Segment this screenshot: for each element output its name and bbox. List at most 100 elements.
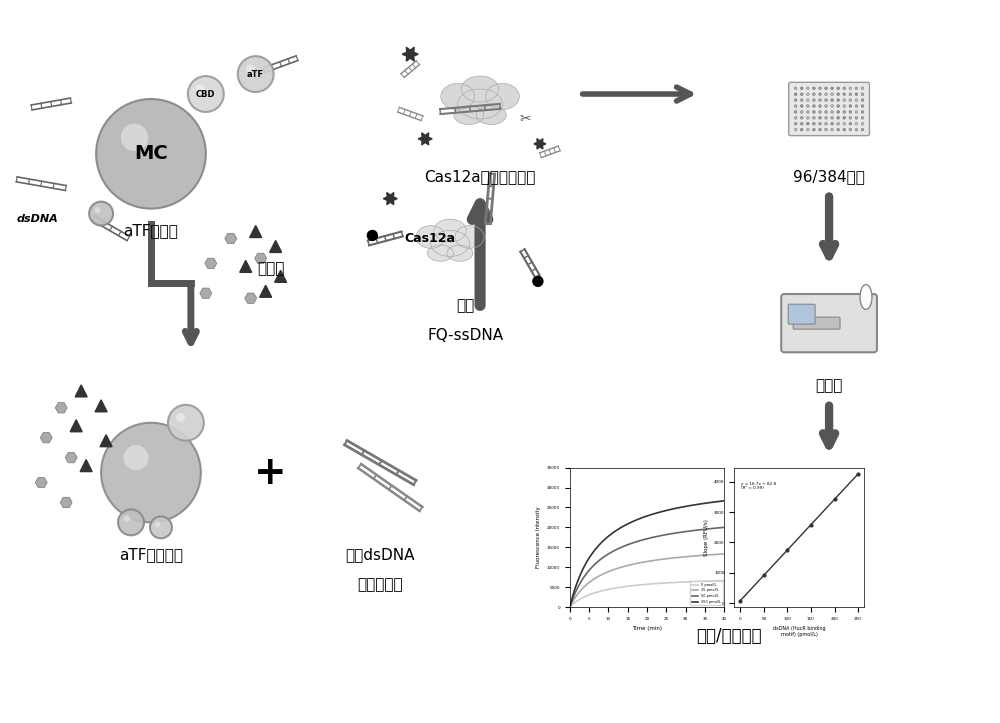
Text: 96/384孔板: 96/384孔板 <box>793 168 865 184</box>
Circle shape <box>806 93 809 95</box>
Circle shape <box>855 116 858 119</box>
Circle shape <box>861 122 864 125</box>
Polygon shape <box>205 258 217 268</box>
Polygon shape <box>534 139 546 149</box>
Circle shape <box>794 87 797 90</box>
Circle shape <box>800 87 803 90</box>
Ellipse shape <box>486 83 519 110</box>
Circle shape <box>101 423 201 523</box>
Circle shape <box>806 116 809 119</box>
Circle shape <box>855 122 858 125</box>
Text: +: + <box>254 453 287 492</box>
Text: aTF变构效应: aTF变构效应 <box>119 547 183 562</box>
Circle shape <box>837 116 840 119</box>
Circle shape <box>813 87 815 90</box>
Circle shape <box>831 111 833 114</box>
Circle shape <box>837 128 840 131</box>
Circle shape <box>367 231 377 241</box>
Circle shape <box>806 111 809 114</box>
Circle shape <box>837 122 840 125</box>
Polygon shape <box>225 234 237 244</box>
Circle shape <box>855 111 858 114</box>
Polygon shape <box>250 226 262 237</box>
Circle shape <box>837 93 840 95</box>
Polygon shape <box>260 286 272 297</box>
Circle shape <box>813 122 815 125</box>
Circle shape <box>155 521 160 527</box>
Text: 定性/定量分析: 定性/定量分析 <box>697 627 762 645</box>
Circle shape <box>849 128 852 131</box>
Polygon shape <box>65 453 77 463</box>
FancyBboxPatch shape <box>788 304 815 324</box>
Circle shape <box>819 87 821 90</box>
Circle shape <box>794 99 797 101</box>
Text: 探针: 探针 <box>456 299 474 313</box>
Text: 小分子: 小分子 <box>257 261 284 276</box>
Circle shape <box>118 510 144 535</box>
Circle shape <box>831 128 833 131</box>
Polygon shape <box>240 260 252 273</box>
Circle shape <box>800 93 803 95</box>
Circle shape <box>813 116 815 119</box>
Circle shape <box>837 105 840 108</box>
Circle shape <box>188 76 224 112</box>
Ellipse shape <box>458 89 502 119</box>
Polygon shape <box>95 400 107 412</box>
Polygon shape <box>55 403 67 413</box>
Polygon shape <box>75 385 87 397</box>
Circle shape <box>837 99 840 101</box>
Circle shape <box>238 56 274 92</box>
Circle shape <box>825 87 827 90</box>
Polygon shape <box>270 241 282 252</box>
Circle shape <box>849 99 852 101</box>
Ellipse shape <box>431 231 470 257</box>
Ellipse shape <box>454 106 484 124</box>
Circle shape <box>861 116 864 119</box>
Circle shape <box>196 84 205 93</box>
Circle shape <box>794 116 797 119</box>
Circle shape <box>806 105 809 108</box>
Text: aTF: aTF <box>247 69 264 79</box>
Circle shape <box>121 124 148 151</box>
Polygon shape <box>275 270 287 282</box>
Circle shape <box>806 99 809 101</box>
Polygon shape <box>60 497 72 508</box>
Circle shape <box>831 99 833 101</box>
Text: MC: MC <box>134 145 168 163</box>
Circle shape <box>849 122 852 125</box>
Circle shape <box>819 122 821 125</box>
Circle shape <box>831 116 833 119</box>
Polygon shape <box>255 253 267 264</box>
Circle shape <box>849 93 852 95</box>
Circle shape <box>843 105 846 108</box>
Ellipse shape <box>427 245 453 261</box>
Polygon shape <box>80 460 92 471</box>
Circle shape <box>168 405 204 441</box>
Circle shape <box>861 99 864 101</box>
Circle shape <box>843 93 846 95</box>
FancyBboxPatch shape <box>781 294 877 352</box>
Circle shape <box>806 87 809 90</box>
Ellipse shape <box>461 76 499 102</box>
Circle shape <box>794 122 797 125</box>
Circle shape <box>819 93 821 95</box>
Circle shape <box>533 276 543 286</box>
Ellipse shape <box>434 219 466 241</box>
Circle shape <box>794 105 797 108</box>
Ellipse shape <box>455 226 484 248</box>
Ellipse shape <box>441 83 474 110</box>
Polygon shape <box>40 432 52 443</box>
Circle shape <box>861 105 864 108</box>
FancyBboxPatch shape <box>793 317 840 329</box>
Circle shape <box>825 111 827 114</box>
Circle shape <box>825 116 827 119</box>
Polygon shape <box>100 435 112 447</box>
Circle shape <box>855 87 858 90</box>
Circle shape <box>849 111 852 114</box>
Circle shape <box>861 111 864 114</box>
Text: Cas12a反式切割活性: Cas12a反式切割活性 <box>424 168 536 184</box>
Circle shape <box>849 87 852 90</box>
Text: CBD: CBD <box>196 90 216 98</box>
Text: 酶标仪: 酶标仪 <box>815 378 843 393</box>
Circle shape <box>800 99 803 101</box>
